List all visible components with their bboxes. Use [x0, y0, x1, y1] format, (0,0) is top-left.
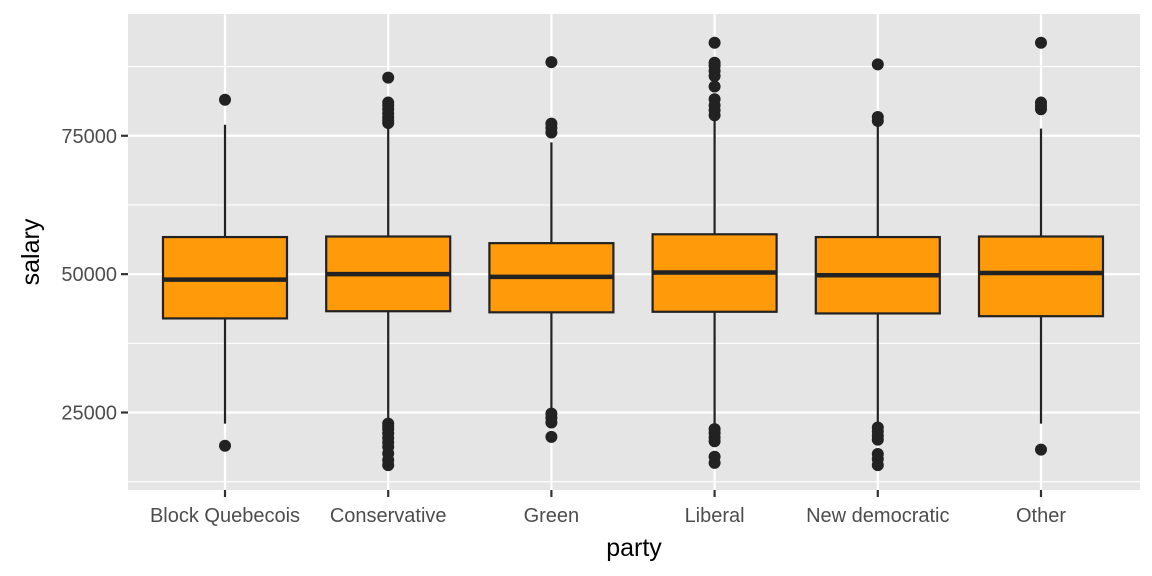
outlier-point — [1035, 36, 1047, 49]
x-tick-label: New democratic — [806, 505, 949, 527]
outlier-point — [382, 71, 395, 84]
box-block-quebecois — [161, 93, 289, 452]
outlier-point — [545, 126, 558, 139]
outlier-point — [871, 58, 884, 71]
x-tick-label: Conservative — [330, 505, 447, 527]
box-liberal — [651, 36, 778, 469]
y-tick-label: 25000 — [61, 403, 117, 425]
outlier-point — [708, 80, 721, 93]
y-tick-label: 75000 — [61, 126, 117, 148]
y-tick-label: 50000 — [61, 264, 117, 286]
outlier-point — [545, 56, 558, 69]
outlier-point — [219, 439, 231, 452]
x-tick-label: Block Quebecois — [150, 505, 300, 527]
outlier-point — [871, 459, 884, 472]
box-conservative — [325, 71, 452, 472]
outlier-point — [871, 433, 884, 446]
axes: 25000 50000 75000 Block Quebecois Conservati… — [61, 126, 1066, 527]
minor-gridlines — [128, 66, 1140, 483]
outlier-point — [545, 416, 558, 429]
box-other — [977, 36, 1105, 456]
box-series — [161, 36, 1105, 472]
plot-panel — [128, 14, 1140, 490]
box-new-democratic — [814, 58, 941, 472]
iqr-box — [977, 235, 1105, 318]
outlier-point — [219, 93, 231, 106]
outlier-point — [1035, 103, 1047, 116]
y-axis-title: salary — [17, 218, 45, 285]
outlier-point — [382, 459, 395, 472]
outlier-point — [545, 430, 558, 443]
outlier-point — [708, 435, 721, 448]
x-tick-label: Other — [1016, 505, 1066, 527]
outlier-point — [1035, 443, 1047, 456]
outlier-point — [871, 114, 884, 127]
x-axis-title: party — [606, 534, 662, 562]
outlier-point — [382, 117, 395, 130]
outlier-point — [708, 456, 721, 469]
outlier-point — [708, 69, 721, 82]
outlier-point — [708, 109, 721, 122]
box-green — [488, 56, 615, 443]
x-tick-label: Liberal — [685, 505, 745, 527]
x-tick-label: Green — [524, 505, 580, 527]
outlier-point — [708, 36, 721, 49]
